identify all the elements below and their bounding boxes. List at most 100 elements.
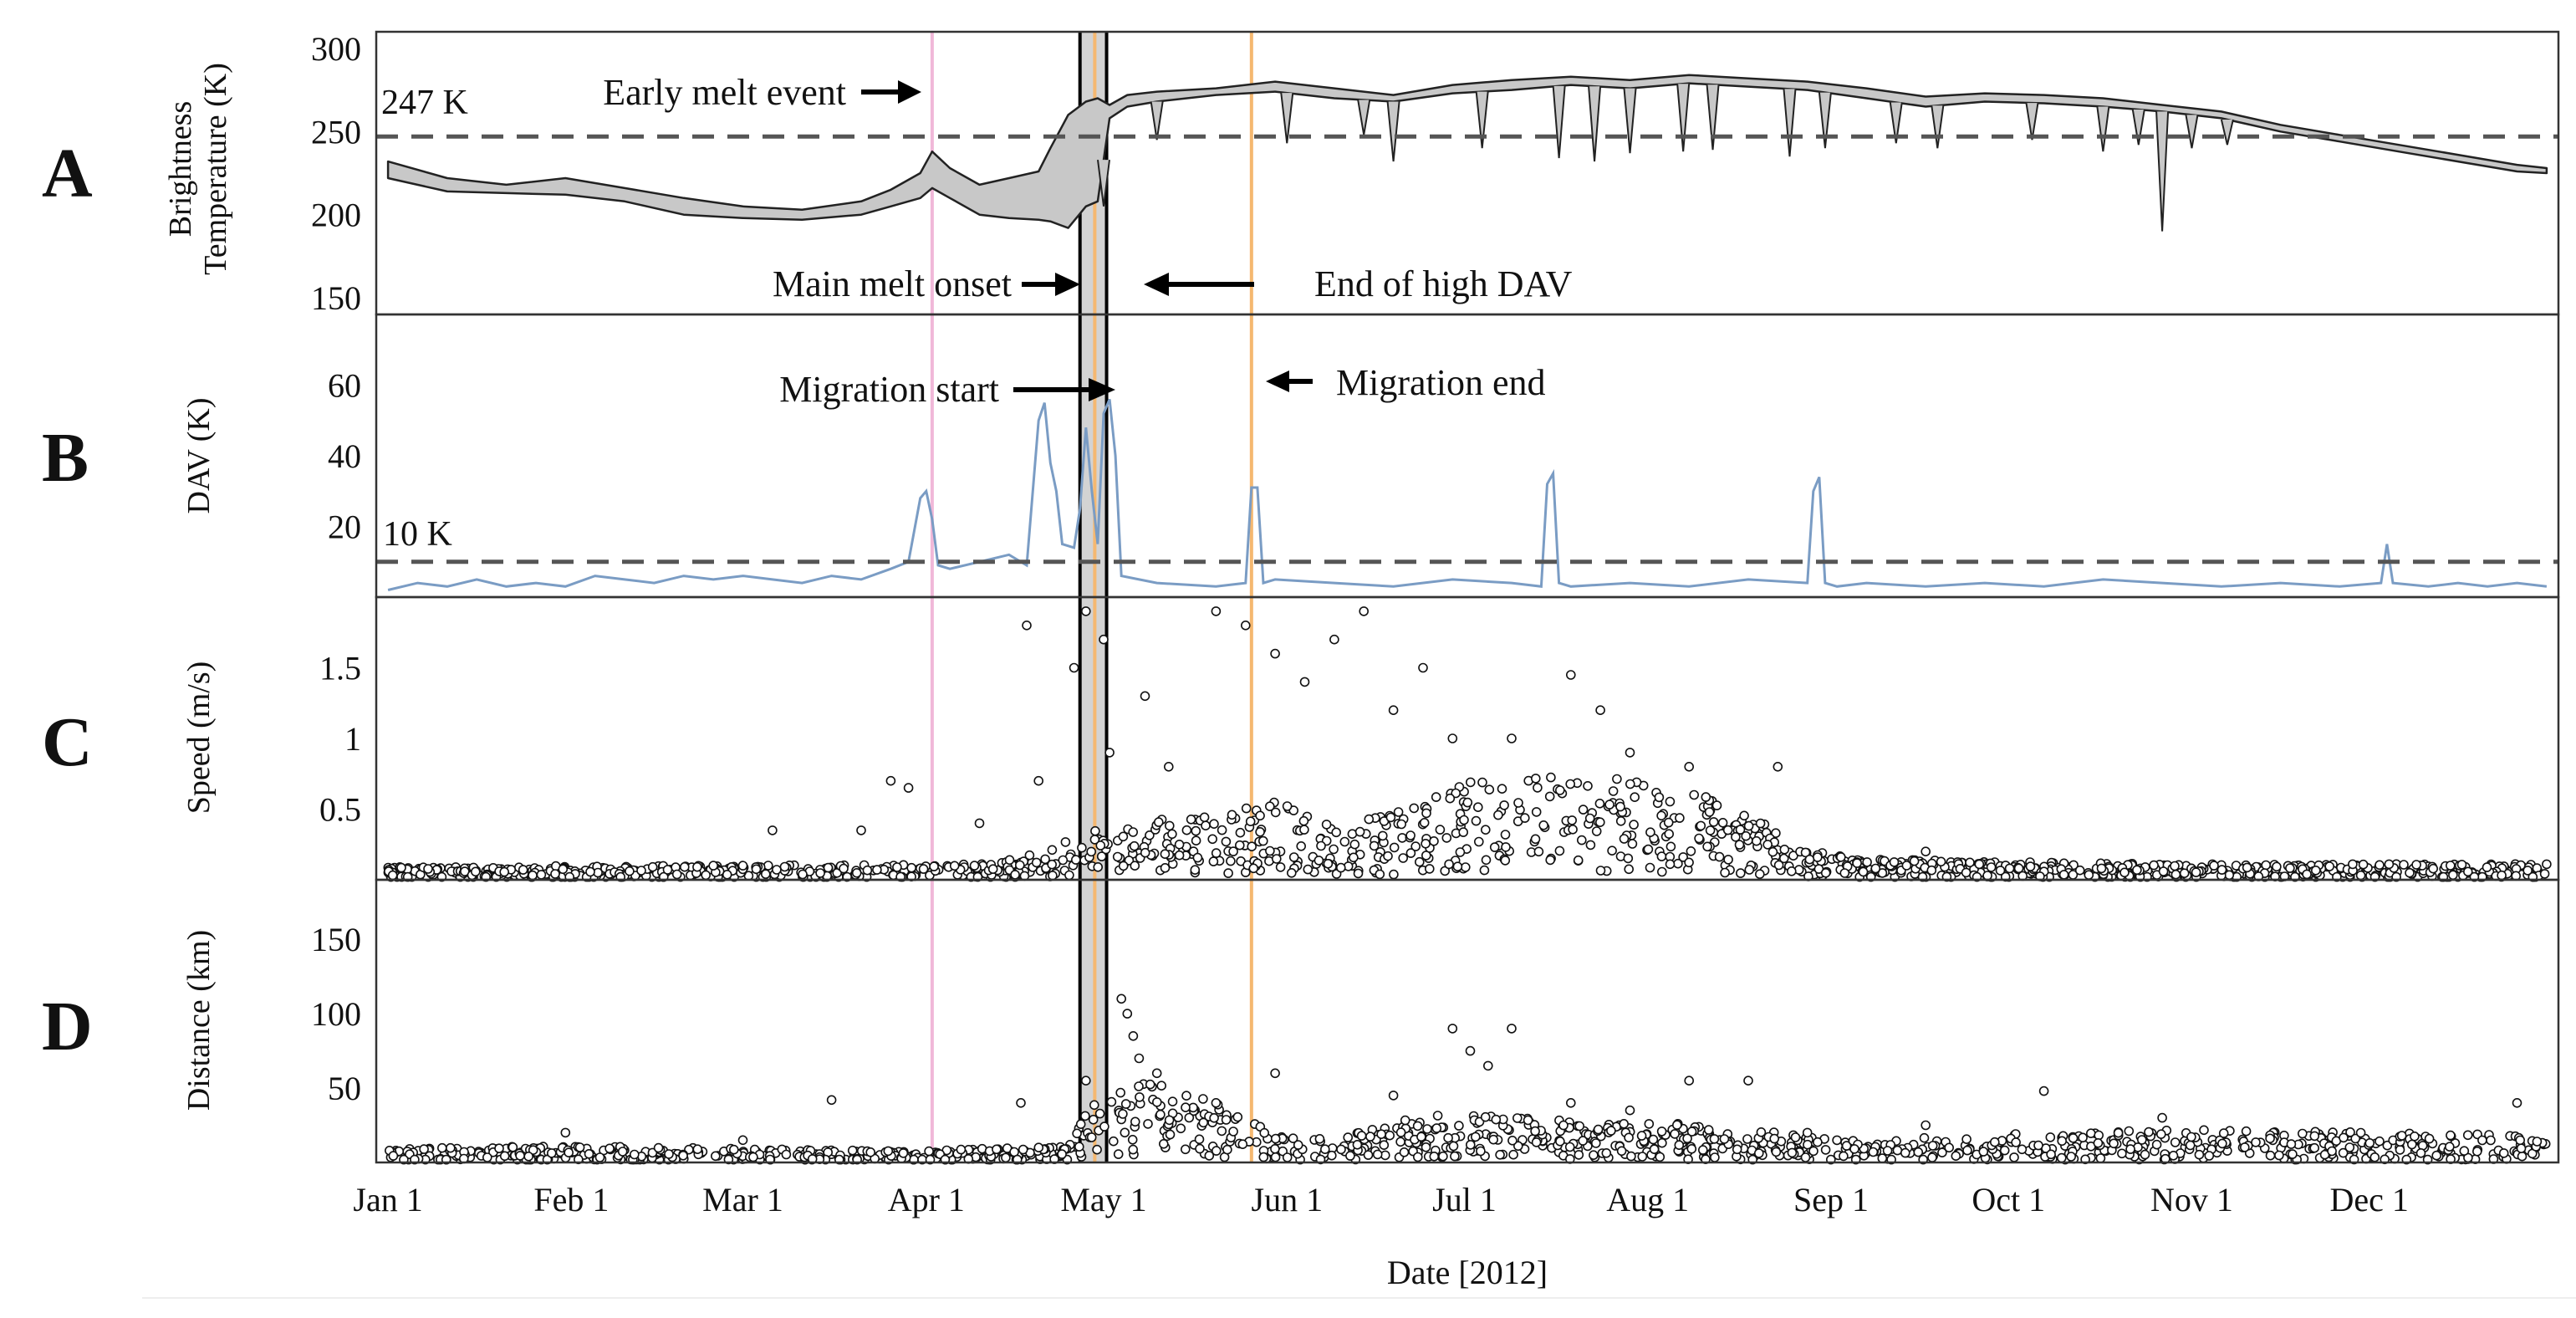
data-point xyxy=(1015,860,1025,871)
data-point xyxy=(1130,861,1140,871)
data-point xyxy=(1156,1080,1166,1091)
data-point xyxy=(1889,857,1900,867)
x-tick-label: Dec 1 xyxy=(2329,1181,2408,1218)
panel-a-ylabel-line2: Temperature (K) xyxy=(198,63,233,275)
data-point xyxy=(1508,1149,1518,1160)
data-point xyxy=(1629,820,1639,830)
data-point xyxy=(1578,1136,1588,1146)
data-point xyxy=(2395,1145,2405,1155)
data-point xyxy=(1499,800,1509,810)
data-point xyxy=(550,869,560,879)
data-point xyxy=(1058,855,1069,866)
data-point xyxy=(1145,1079,1155,1090)
outlier-point xyxy=(1211,1098,1222,1108)
outlier-point xyxy=(1507,733,1517,743)
data-point xyxy=(1531,1137,1542,1147)
tb-dip xyxy=(1280,93,1294,144)
data-point xyxy=(1204,1151,1215,1161)
data-point xyxy=(1473,802,1483,813)
outlier-point xyxy=(1134,1053,1145,1064)
data-point xyxy=(1927,1141,1938,1151)
data-point xyxy=(2445,1142,2455,1152)
data-point xyxy=(1787,866,1797,876)
data-point xyxy=(1296,840,1306,851)
data-point xyxy=(2199,1125,2209,1136)
y-tick-label: 200 xyxy=(311,197,361,234)
tb-dip xyxy=(1783,89,1797,157)
data-point xyxy=(1674,1140,1685,1150)
outlier-point xyxy=(1164,761,1174,772)
panel-c-frame xyxy=(375,595,2560,881)
data-point xyxy=(1192,852,1203,863)
data-point xyxy=(1512,1113,1523,1123)
data-point xyxy=(1627,839,1638,849)
data-point xyxy=(781,1149,792,1160)
data-point xyxy=(949,861,960,871)
tb-dip xyxy=(1475,91,1489,149)
y-tick-label: 100 xyxy=(311,995,361,1033)
data-point xyxy=(1458,827,1468,837)
data-point xyxy=(1031,857,1042,868)
data-point xyxy=(1936,856,1946,867)
data-point xyxy=(1734,840,1745,850)
data-point xyxy=(2179,868,2190,878)
data-point xyxy=(1686,1144,1697,1154)
outlier-point xyxy=(1241,620,1251,631)
data-point xyxy=(2350,1133,2360,1144)
data-point xyxy=(2311,866,2321,876)
data-point xyxy=(1665,859,1676,870)
panel-a-ylabel-line1: Brightness xyxy=(163,101,198,238)
data-point xyxy=(2486,1135,2496,1146)
panel-d-plot xyxy=(384,994,2551,1165)
data-point xyxy=(1500,856,1511,866)
data-point xyxy=(1432,1111,1443,1121)
outlier-point xyxy=(1483,1060,1493,1071)
data-point xyxy=(722,870,732,880)
data-point xyxy=(1421,838,1431,849)
data-point xyxy=(1259,1127,1269,1138)
data-point xyxy=(2355,870,2366,881)
outlier-point xyxy=(1069,662,1079,673)
data-point xyxy=(1248,863,1259,874)
data-point xyxy=(1523,1115,1533,1126)
data-point xyxy=(1118,861,1129,871)
data-point xyxy=(2191,867,2201,877)
data-point xyxy=(1327,1150,1337,1161)
data-point xyxy=(445,1142,456,1153)
data-point xyxy=(1227,810,1237,820)
data-point xyxy=(728,1144,739,1155)
data-point xyxy=(1656,851,1667,861)
data-point xyxy=(1882,1146,1893,1156)
axes-frames xyxy=(375,30,2560,1164)
data-point xyxy=(2411,860,2421,870)
data-point xyxy=(1095,840,1106,851)
data-point xyxy=(2109,1138,2119,1149)
data-point xyxy=(2009,1152,2019,1162)
data-point xyxy=(1186,814,1196,825)
data-point xyxy=(1232,1111,1243,1122)
data-point xyxy=(1369,840,1380,851)
data-point xyxy=(2011,1137,2021,1147)
panel-letter-a: A xyxy=(42,135,93,212)
data-point xyxy=(2338,1147,2349,1158)
data-point xyxy=(1481,855,1492,866)
data-point xyxy=(1010,870,1020,880)
data-point xyxy=(1174,850,1185,861)
outlier-point xyxy=(1122,1009,1133,1019)
data-point xyxy=(1643,844,1654,855)
y-tick-label: 250 xyxy=(311,113,361,151)
data-point xyxy=(1109,1136,1119,1147)
data-point xyxy=(508,1142,518,1152)
data-point xyxy=(1272,854,1282,864)
data-point xyxy=(1696,820,1706,831)
data-point xyxy=(1623,853,1634,864)
tb-dip xyxy=(1386,101,1400,162)
data-point xyxy=(1450,1151,1460,1162)
data-point xyxy=(2424,1133,2435,1144)
data-point xyxy=(798,869,808,880)
data-point xyxy=(1744,865,1755,875)
data-point xyxy=(1961,1134,1972,1144)
data-point xyxy=(1531,774,1541,784)
data-point xyxy=(1211,1146,1222,1156)
data-point xyxy=(1986,862,1997,872)
